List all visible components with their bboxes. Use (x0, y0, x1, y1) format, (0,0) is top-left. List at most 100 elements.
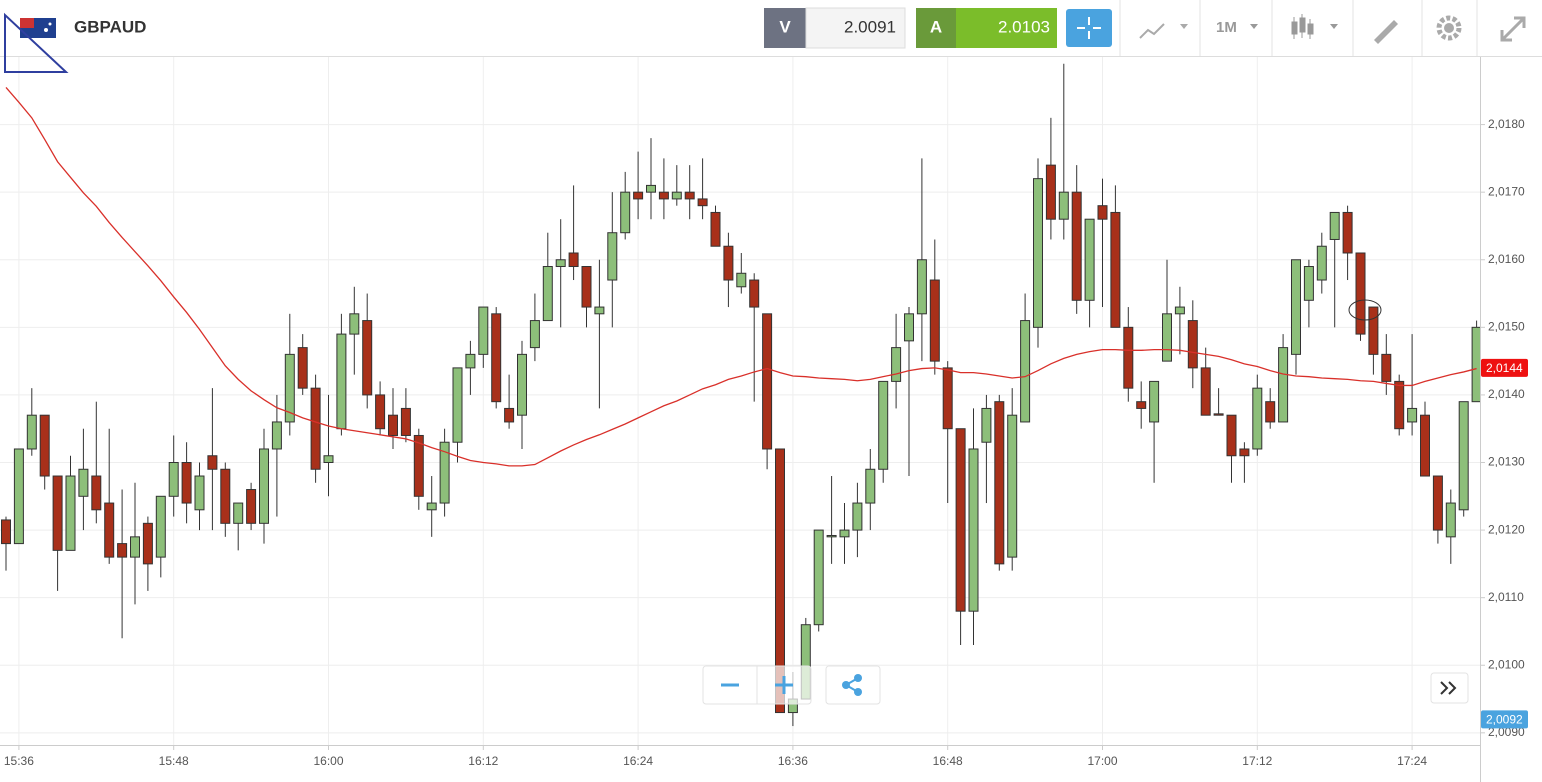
candle-body (981, 407, 992, 443)
candle-body (517, 353, 527, 416)
candle-body (1252, 387, 1263, 450)
y-tick-label: 2,0160 (1488, 252, 1525, 266)
candle-body (1045, 164, 1056, 220)
candle-body (1213, 413, 1224, 416)
y-tick-label: 2,0130 (1488, 455, 1525, 469)
candle-body (529, 320, 540, 349)
candle-body (1316, 245, 1327, 281)
x-tick-label: 16:48 (933, 754, 963, 768)
y-tick-label: 2,0150 (1488, 320, 1525, 334)
candle-body (826, 534, 837, 538)
candle-body (1071, 191, 1082, 301)
candle-body (1097, 205, 1108, 220)
candle-body (852, 502, 863, 531)
bid-price-label: 2,0092 (1486, 712, 1523, 726)
candle-body (736, 272, 747, 288)
candle-body (297, 347, 308, 389)
candle-body (426, 502, 437, 511)
moving-average-line (5, 86, 1477, 467)
candle-body (65, 475, 76, 551)
buy-button[interactable]: A 2.0103 (916, 8, 1057, 48)
candle-body (1303, 266, 1314, 301)
candle-body (620, 191, 631, 234)
candle-body (1187, 320, 1198, 369)
y-tick-label: 2,0090 (1488, 725, 1525, 739)
buy-label: A (930, 17, 942, 36)
candle-body (259, 448, 269, 524)
candle-body (336, 333, 347, 430)
draw-button[interactable] (1374, 20, 1398, 44)
candle-body (684, 191, 695, 200)
candle-body (1239, 448, 1250, 457)
candle-body (375, 394, 386, 430)
candle-body (942, 367, 953, 430)
candle-body (1149, 380, 1160, 423)
zoom-in[interactable] (775, 676, 793, 694)
y-tick-label: 2,0140 (1488, 387, 1525, 401)
y-tick-label: 2,0170 (1488, 184, 1525, 198)
candle-body (1355, 252, 1366, 335)
candle-body (542, 266, 553, 322)
x-tick-label: 16:36 (778, 754, 808, 768)
candle-body (697, 198, 708, 207)
candle-body (452, 367, 463, 443)
candle-body (233, 502, 244, 524)
candle-body (130, 536, 140, 558)
candle-body (878, 380, 889, 470)
settings-button[interactable] (1436, 15, 1462, 41)
x-tick-label: 17:12 (1242, 754, 1272, 768)
candle-body (671, 191, 682, 200)
candle-body (568, 252, 579, 268)
corner-marker (4, 12, 69, 73)
candle-body (52, 475, 63, 551)
candle-body (749, 279, 760, 308)
candle-body (555, 259, 566, 268)
last-price-marker (1481, 358, 1528, 377)
candle-body (1174, 306, 1185, 315)
candle-body (658, 191, 669, 200)
candle-body (1445, 502, 1456, 538)
candle-body (413, 434, 424, 497)
candle-body (1084, 218, 1095, 301)
candle-body (181, 462, 192, 504)
candle-body (504, 407, 515, 423)
sell-button[interactable]: V 2.0091 (764, 7, 906, 49)
y-tick-label: 2,0110 (1488, 590, 1524, 604)
buy-price: 2.0103 (998, 17, 1050, 36)
candle-body (194, 475, 205, 511)
chart-type-button[interactable] (1139, 23, 1188, 39)
x-tick-label: 17:24 (1397, 754, 1427, 768)
candle-body (1342, 211, 1353, 254)
candle-body (891, 347, 902, 382)
candle-body (117, 543, 128, 558)
crosshair-button[interactable] (1066, 9, 1112, 47)
candle-body (710, 211, 721, 247)
y-tick-label: 2,0120 (1488, 522, 1525, 536)
candle-body (839, 529, 850, 538)
x-tick-label: 16:12 (468, 754, 498, 768)
candle-body (284, 353, 295, 423)
candle-type-button[interactable] (1291, 14, 1338, 39)
candle-body (916, 259, 927, 315)
timeframe-button[interactable]: 1M (1216, 19, 1258, 36)
candle-body (1226, 414, 1237, 457)
candle-body (1291, 259, 1301, 355)
fullscreen-button[interactable] (1500, 16, 1526, 42)
candle-body (465, 353, 476, 369)
share-button[interactable] (825, 665, 881, 705)
x-tick-label: 15:36 (4, 754, 34, 768)
candle-body (865, 468, 876, 504)
x-tick-label: 15:48 (159, 754, 189, 768)
candle-body (362, 320, 373, 396)
candle-body (1278, 347, 1289, 423)
candle-body (491, 313, 502, 403)
candle-body (775, 448, 785, 714)
candle-body (955, 428, 966, 612)
candle-body (323, 455, 334, 464)
scroll-right-button[interactable] (1430, 672, 1469, 704)
candle-body (1368, 306, 1379, 355)
cursor-marker (1348, 299, 1382, 321)
candle-body (1110, 211, 1121, 328)
candle-body (723, 245, 734, 281)
